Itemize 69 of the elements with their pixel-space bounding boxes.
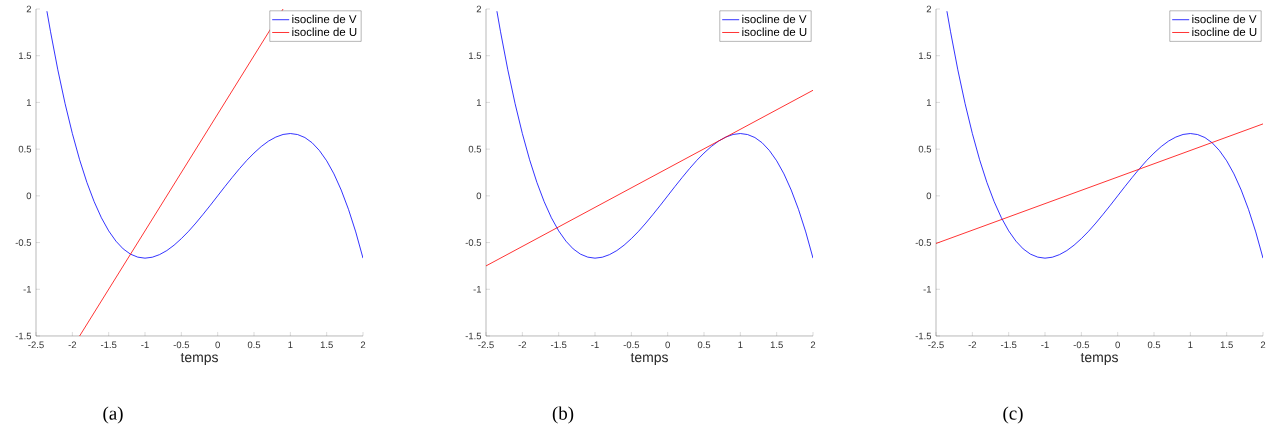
text: (a) — [103, 406, 123, 424]
x-tick-label: 1.5 — [770, 341, 783, 349]
x-tick-label: -0.5 — [623, 341, 640, 349]
x-axis-title: temps — [1080, 353, 1118, 365]
x-tick-label: -0.5 — [1073, 341, 1090, 349]
x-tick-label: -2 — [518, 341, 527, 349]
x-tick-label: -1 — [141, 341, 149, 349]
text: (c) — [1003, 406, 1023, 424]
x-tick-label: -1.5 — [100, 341, 117, 349]
x-tick-label: -2.5 — [478, 341, 494, 349]
y-tick-label: 0.5 — [468, 145, 482, 153]
x-tick-label: 0.5 — [1147, 341, 1161, 349]
y-tick-label: 1 — [476, 99, 482, 106]
x-tick-label: 1.5 — [320, 341, 333, 349]
y-tick-label: -1.5 — [915, 332, 932, 340]
y-tick-label: -1 — [473, 286, 482, 293]
x-tick-label: -2.5 — [928, 341, 944, 349]
x-tick-label: 2 — [1260, 341, 1266, 349]
x-tick-label: -1 — [591, 341, 599, 349]
x-tick-label: -2 — [968, 341, 977, 349]
line-series — [496, 10, 814, 259]
y-tick-label: 1.5 — [469, 52, 482, 60]
y-tick-label: 0.5 — [18, 145, 32, 153]
y-tick-label: -0.5 — [465, 239, 482, 246]
line-series — [46, 10, 364, 259]
line-series — [946, 10, 1264, 259]
x-axis-title: temps — [180, 353, 218, 365]
legend-label: isocline de V — [742, 14, 807, 24]
x-tick-label: 0 — [1115, 341, 1120, 349]
y-tick-label: 0 — [926, 192, 932, 200]
x-tick-label: -1.5 — [550, 341, 567, 349]
x-tick-label: 1 — [738, 341, 743, 349]
x-tick-label: -0.5 — [173, 341, 190, 349]
y-tick-label: 2 — [926, 5, 932, 13]
y-tick-label: -1.5 — [465, 332, 482, 340]
x-tick-label: 2 — [810, 341, 816, 349]
y-tick-label: 0.5 — [918, 145, 932, 153]
y-tick-label: 0 — [476, 192, 482, 200]
y-tick-label: -1 — [923, 286, 932, 293]
y-tick-label: 0 — [26, 192, 32, 200]
y-tick-label: -1.5 — [15, 332, 32, 340]
x-tick-label: 1 — [288, 341, 293, 349]
x-tick-label: -1.5 — [1000, 341, 1017, 349]
legend-label: isocline de V — [1192, 14, 1257, 24]
y-tick-label: 1 — [926, 99, 932, 106]
y-tick-label: -0.5 — [915, 239, 932, 246]
y-tick-label: 1 — [26, 99, 32, 106]
x-tick-label: -1 — [1041, 341, 1049, 349]
x-tick-label: 0 — [215, 341, 220, 349]
y-tick-label: 2 — [476, 5, 482, 13]
x-axis-title: temps — [630, 353, 668, 365]
legend-label: isocline de U — [292, 27, 357, 37]
y-tick-label: 1.5 — [19, 52, 32, 60]
x-tick-label: 0 — [665, 341, 670, 349]
legend-label: isocline de U — [742, 27, 807, 37]
x-tick-label: -2.5 — [28, 341, 44, 349]
legend-label: isocline de U — [1192, 27, 1257, 37]
x-tick-label: 0.5 — [247, 341, 261, 349]
y-tick-label: 2 — [26, 5, 32, 13]
legend-label: isocline de V — [292, 14, 357, 24]
y-tick-label: -1 — [23, 286, 32, 293]
y-tick-label: -0.5 — [15, 239, 32, 246]
x-tick-label: -2 — [68, 341, 77, 349]
x-tick-label: 2 — [360, 341, 366, 349]
x-tick-label: 1 — [1188, 341, 1193, 349]
x-tick-label: 1.5 — [1220, 341, 1233, 349]
y-tick-label: 1.5 — [919, 52, 932, 60]
text: (b) — [552, 406, 574, 424]
x-tick-label: 0.5 — [697, 341, 711, 349]
